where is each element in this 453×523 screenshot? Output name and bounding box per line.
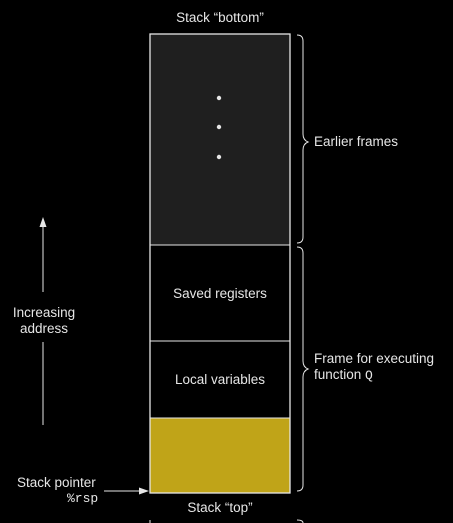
saved-registers-label: Saved registers [173,285,267,301]
stack-pointer-arrowhead [139,487,149,495]
stack-bottom-label: Stack “bottom” [176,10,264,25]
frame-q-label-line1: Frame for executing [314,351,435,366]
frame-q-brace [296,246,310,492]
earlier-frames-label: Earlier frames [314,134,399,149]
rsp-register-label: %rsp [67,491,99,506]
stack-column-outline [149,33,291,494]
local-variables-cell: Local variables [150,341,290,418]
ellipsis-dot-1 [216,95,222,101]
ellipsis-dot-3 [216,154,222,160]
local-variables-block [150,341,290,418]
earlier-frames-brace [296,34,310,244]
function-name-q: Q [365,368,373,383]
earlier-frames-block [150,34,290,245]
stack-top-block [150,418,290,493]
increasing-address-line2: address [19,321,69,336]
frame-q-label-line2: function Q [314,367,434,384]
stack-top-label: Stack “top” [187,500,253,515]
frame-q-label-prefix: function [314,367,366,382]
ellipsis-dot-2 [216,124,222,130]
frame-q-label: Frame for executing function Q [314,351,434,384]
increasing-address-arrowhead [39,217,47,227]
local-variables-label: Local variables [174,372,266,387]
stack-pointer-label: Stack pointer [17,475,96,490]
increasing-address-label: Increasing address [4,305,84,337]
increasing-address-line1: Increasing [12,305,76,320]
saved-registers-cell: Saved registers [150,245,290,341]
saved-registers-block [150,245,290,341]
